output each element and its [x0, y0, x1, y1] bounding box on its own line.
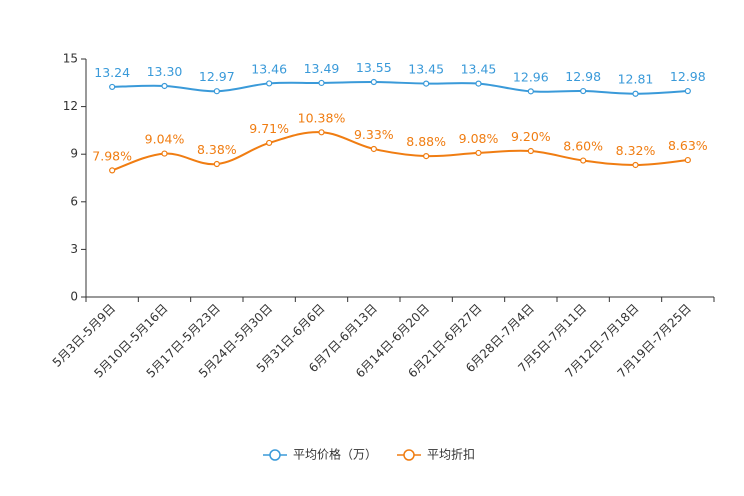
data-point[interactable] — [266, 80, 273, 87]
data-point[interactable] — [370, 78, 377, 86]
series-line-1 — [112, 81, 688, 95]
data-label: 13.49 — [304, 61, 340, 76]
data-point[interactable] — [527, 147, 534, 155]
data-point[interactable] — [580, 87, 587, 95]
data-label: 9.33% — [354, 127, 394, 142]
legend-label: 平均价格（万） — [293, 447, 377, 462]
y-tick-label: 3 — [70, 242, 78, 256]
data-label: 9.71% — [249, 121, 289, 136]
data-label: 8.88% — [406, 134, 446, 149]
y-tick-label: 15 — [63, 52, 78, 66]
data-label: 13.30 — [147, 64, 183, 79]
data-label: 9.20% — [511, 129, 551, 144]
data-label: 12.81 — [618, 72, 654, 87]
data-point[interactable] — [266, 139, 273, 147]
data-labels: 13.24 13.30 12.97 13.46 13.49 13.55 13.45 13.45… — [92, 60, 707, 163]
data-label: 9.04% — [145, 132, 185, 147]
data-point[interactable] — [423, 80, 430, 87]
data-point[interactable] — [632, 90, 639, 97]
data-point[interactable] — [109, 83, 116, 91]
data-label: 8.32% — [616, 143, 656, 158]
series-points — [109, 78, 691, 174]
legend-label: 平均折扣 — [427, 447, 475, 462]
data-point[interactable] — [527, 88, 534, 95]
data-point[interactable] — [632, 161, 639, 169]
legend[interactable]: 平均价格（万） 平均折扣 — [263, 447, 475, 462]
data-label: 12.97 — [199, 69, 235, 84]
legend-marker-icon — [269, 449, 281, 461]
data-label: 12.98 — [670, 69, 706, 84]
data-label: 13.46 — [251, 61, 287, 76]
data-point[interactable] — [423, 153, 430, 160]
data-label: 8.60% — [563, 139, 603, 154]
data-point[interactable] — [475, 80, 482, 87]
y-tick-label: 9 — [70, 147, 78, 161]
data-label: 13.45 — [408, 62, 444, 77]
legend-item-1[interactable]: 平均价格（万） — [263, 447, 377, 462]
data-label: 8.63% — [668, 138, 708, 153]
data-point[interactable] — [370, 145, 377, 153]
data-point[interactable] — [161, 82, 168, 90]
series-line-2 — [111, 131, 688, 172]
data-point[interactable] — [318, 129, 325, 136]
data-point[interactable] — [684, 156, 691, 164]
axes: 036912155月3日-5月9日5月10日-5月16日5月17日-5月23日5… — [50, 52, 715, 381]
data-point[interactable] — [213, 88, 220, 95]
y-tick-label: 12 — [63, 99, 78, 113]
data-label: 13.55 — [356, 60, 392, 75]
data-label: 9.08% — [459, 131, 499, 146]
data-point[interactable] — [213, 160, 220, 168]
legend-marker-icon — [403, 449, 415, 461]
data-label: 13.24 — [94, 65, 130, 80]
data-point[interactable] — [684, 87, 691, 95]
data-point[interactable] — [161, 150, 168, 157]
y-tick-label: 6 — [70, 194, 78, 208]
data-point[interactable] — [109, 167, 116, 174]
legend-item-2[interactable]: 平均折扣 — [397, 447, 475, 462]
data-label: 8.38% — [197, 142, 237, 157]
data-point[interactable] — [318, 79, 325, 87]
data-point[interactable] — [580, 157, 587, 164]
data-label: 7.98% — [92, 148, 132, 163]
data-label: 12.96 — [513, 69, 549, 84]
data-label: 13.45 — [461, 62, 497, 77]
data-point[interactable] — [475, 149, 482, 157]
data-label: 12.98 — [565, 69, 601, 84]
y-tick-label: 0 — [70, 290, 78, 304]
data-label: 10.38% — [298, 110, 346, 125]
series-lines — [111, 81, 688, 172]
